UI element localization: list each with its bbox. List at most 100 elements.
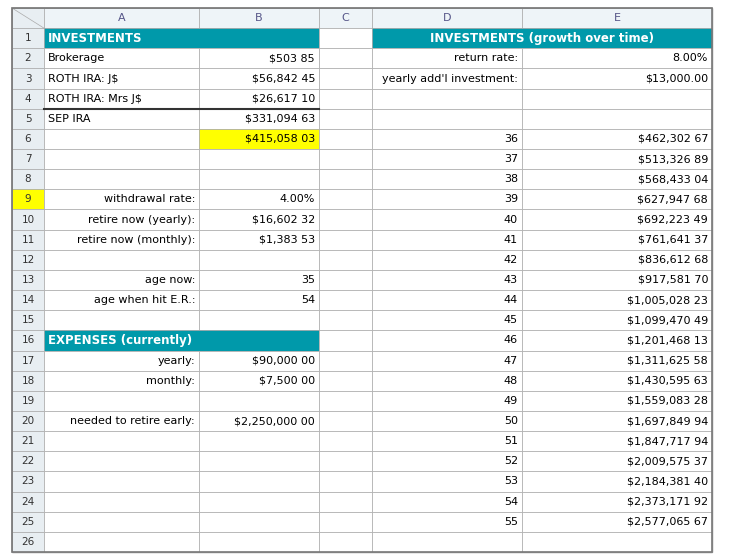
- Bar: [319, 512, 372, 532]
- Text: $627,947 68: $627,947 68: [637, 194, 708, 204]
- Bar: [44, 472, 199, 492]
- Bar: [44, 149, 199, 169]
- Bar: [522, 209, 712, 230]
- Bar: [199, 48, 319, 68]
- Bar: [44, 431, 199, 451]
- Bar: [12, 129, 44, 149]
- Bar: [12, 230, 44, 250]
- Bar: [199, 371, 319, 391]
- Text: $513,326 89: $513,326 89: [638, 154, 708, 164]
- Text: 3: 3: [24, 73, 31, 83]
- Text: 1: 1: [24, 33, 31, 43]
- Text: $1,311,625 58: $1,311,625 58: [628, 356, 708, 366]
- Bar: [522, 512, 712, 532]
- Text: 2: 2: [24, 53, 31, 63]
- Text: $1,383 53: $1,383 53: [259, 235, 315, 245]
- Bar: [12, 451, 44, 472]
- Text: retire now (yearly):: retire now (yearly):: [88, 214, 195, 225]
- Text: $1,005,028 23: $1,005,028 23: [627, 295, 708, 305]
- Text: 20: 20: [21, 416, 35, 426]
- Bar: [12, 28, 44, 48]
- Text: Brokerage: Brokerage: [48, 53, 105, 63]
- Bar: [522, 451, 712, 472]
- Bar: [199, 250, 319, 270]
- Bar: [319, 28, 372, 48]
- Bar: [44, 48, 199, 68]
- Bar: [372, 310, 522, 330]
- Bar: [12, 270, 44, 290]
- Bar: [319, 351, 372, 371]
- Bar: [522, 270, 712, 290]
- Bar: [522, 371, 712, 391]
- Bar: [12, 492, 44, 512]
- Text: 14: 14: [21, 295, 35, 305]
- Bar: [44, 310, 199, 330]
- Bar: [319, 209, 372, 230]
- Text: 7: 7: [24, 154, 31, 164]
- Bar: [319, 472, 372, 492]
- Text: $56,842 45: $56,842 45: [252, 73, 315, 83]
- Bar: [372, 189, 522, 209]
- Bar: [44, 512, 199, 532]
- Bar: [12, 472, 44, 492]
- Bar: [372, 169, 522, 189]
- Bar: [372, 492, 522, 512]
- Bar: [319, 431, 372, 451]
- Bar: [372, 451, 522, 472]
- Bar: [522, 472, 712, 492]
- Bar: [12, 48, 44, 68]
- Bar: [44, 230, 199, 250]
- Text: needed to retire early:: needed to retire early:: [70, 416, 195, 426]
- Text: 42: 42: [504, 255, 518, 265]
- Bar: [44, 351, 199, 371]
- Bar: [319, 8, 372, 28]
- Bar: [522, 149, 712, 169]
- Bar: [12, 512, 44, 532]
- Text: ROTH IRA: Mrs J$: ROTH IRA: Mrs J$: [48, 94, 142, 104]
- Bar: [319, 310, 372, 330]
- Bar: [199, 492, 319, 512]
- Bar: [12, 189, 44, 209]
- Bar: [44, 451, 199, 472]
- Bar: [522, 109, 712, 129]
- Bar: [319, 411, 372, 431]
- Text: 17: 17: [21, 356, 35, 366]
- Bar: [522, 330, 712, 351]
- Bar: [199, 129, 319, 149]
- Bar: [319, 88, 372, 109]
- Bar: [44, 8, 199, 28]
- Text: $2,184,381 40: $2,184,381 40: [627, 477, 708, 487]
- Text: $26,617 10: $26,617 10: [252, 94, 315, 104]
- Bar: [522, 189, 712, 209]
- Text: 10: 10: [21, 214, 35, 225]
- Text: 46: 46: [504, 335, 518, 346]
- Bar: [12, 88, 44, 109]
- Bar: [44, 411, 199, 431]
- Text: 41: 41: [504, 235, 518, 245]
- Bar: [44, 492, 199, 512]
- Bar: [199, 209, 319, 230]
- Text: $1,430,595 63: $1,430,595 63: [628, 376, 708, 386]
- Text: 4.00%: 4.00%: [280, 194, 315, 204]
- Bar: [372, 431, 522, 451]
- Bar: [199, 8, 319, 28]
- Bar: [372, 209, 522, 230]
- Bar: [372, 109, 522, 129]
- Bar: [522, 391, 712, 411]
- Text: $1,099,470 49: $1,099,470 49: [627, 315, 708, 325]
- Text: age when hit E.R.:: age when hit E.R.:: [93, 295, 195, 305]
- Bar: [372, 48, 522, 68]
- Text: 50: 50: [504, 416, 518, 426]
- Bar: [522, 411, 712, 431]
- Bar: [12, 169, 44, 189]
- Bar: [199, 68, 319, 88]
- Bar: [372, 68, 522, 88]
- Bar: [12, 371, 44, 391]
- Bar: [44, 209, 199, 230]
- Text: A: A: [118, 13, 125, 23]
- Text: $2,009,575 37: $2,009,575 37: [627, 456, 708, 466]
- Text: yearly:: yearly:: [158, 356, 195, 366]
- Text: yearly add'l investment:: yearly add'l investment:: [382, 73, 518, 83]
- Text: $415,058 03: $415,058 03: [245, 134, 315, 144]
- Bar: [522, 169, 712, 189]
